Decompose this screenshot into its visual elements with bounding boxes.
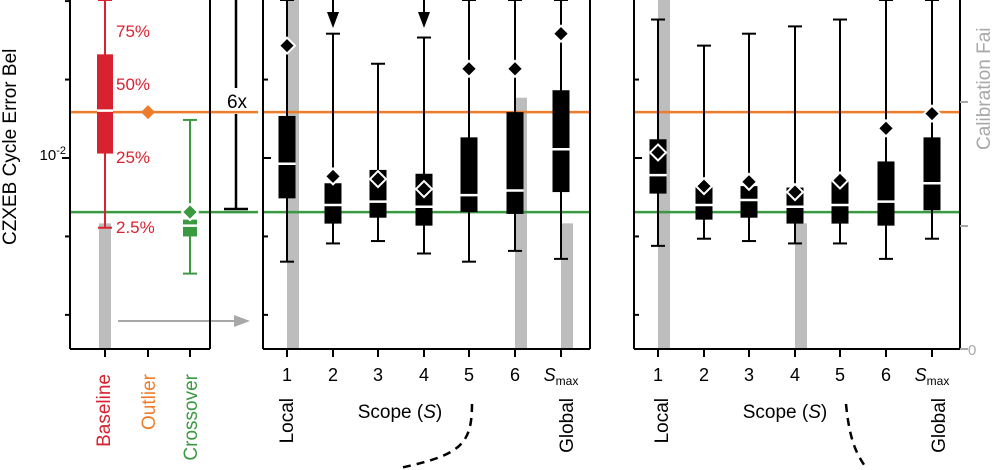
right-diamond-4 [785,182,805,202]
middle-scope-2-box [324,183,342,224]
category-label-baseline: Baseline [94,374,115,447]
reference-panel [62,0,258,357]
right-scope-3-box [740,186,758,218]
crossover-box [183,219,197,237]
middle-diamond-1 [277,36,297,56]
right-x-tick-label-3: 4 [790,365,800,385]
middle-x-tick-label-6: Smax [544,365,579,388]
middle-x-axis-symbol: S [423,402,436,423]
right-x-tick-label-4: 5 [835,365,845,385]
ratio-label: 6x [227,92,248,113]
middle-scope-6-box [506,112,524,214]
right-x-tick-label-6-subscript: max [927,374,950,388]
middle-diamond-7 [551,24,571,44]
percentile-label-75: 75% [116,22,150,41]
middle-x-tick-label-5: 6 [510,365,520,385]
right-diamond-3 [739,172,759,192]
right-x-axis-label: Scope (S) [743,402,828,423]
right-diamond-5 [830,171,850,190]
middle-down-arrow-head-0 [327,12,339,28]
baseline-gray-bar-0 [99,223,111,349]
middle-x-tick-label-6-symbol: S [544,365,556,385]
outlier-marker [141,105,155,120]
right-panel: 1 2 3 4 5 6 Smax [633,0,968,388]
category-label-crossover: Crossover [181,373,202,460]
right-gray-bar-1 [795,223,807,349]
middle-diamond-6 [505,59,525,79]
middle-scope-1-box [278,115,296,199]
middle-x-tick-label-2: 3 [373,365,383,385]
right-dashed-curve [844,403,868,469]
middle-global-label: Global [557,398,578,453]
right-diamond-2 [694,176,714,196]
right-scope-5-box [831,180,849,224]
middle-diamond-5 [459,59,479,79]
ratio-label-background [220,88,254,114]
middle-down-arrow-head-1 [418,12,430,28]
middle-diamond-3 [368,169,388,189]
right-diamond-6 [876,118,896,138]
y-tick-label: 10-2 [40,145,66,164]
right-diamond-1 [648,143,668,162]
right-local-label: Local [652,398,673,443]
middle-dashed-curve [399,403,474,470]
y-tick-exponent: -2 [56,145,66,157]
middle-scope-7-box [552,90,570,193]
percentile-label-2-5: 2.5% [116,218,155,237]
middle-x-tick-label-3: 4 [419,365,429,385]
right-x-tick-label-0: 1 [653,365,663,385]
category-label-outlier: Outlier [139,373,160,430]
middle-diamond-4 [414,179,434,199]
middle-gray-bar-2 [561,223,573,349]
baseline-box [97,54,113,154]
right-x-tick-label-2: 3 [744,365,754,385]
middle-panel: 1 2 3 4 5 6 Smax [262,0,591,388]
right-x-tick-label-6: Smax [915,365,950,388]
middle-x-tick-label-4: 5 [464,365,474,385]
connector-arrow-head [234,315,250,327]
percentile-label-25: 25% [116,148,150,167]
right-scope-6-box [877,161,895,226]
middle-diamond-2 [323,166,343,186]
y-axis-label: CZXEB Cycle Error Bel [0,49,21,245]
middle-x-tick-label-6-subscript: max [556,374,579,388]
middle-x-tick-label-0: 1 [282,365,292,385]
right-x-tick-label-1: 2 [699,365,709,385]
right-scope-7-box [923,137,941,211]
right-x-tick-label-6-symbol: S [915,365,927,385]
y2-tick-label: 0 [968,342,976,359]
right-x-axis-symbol: S [808,402,821,423]
middle-local-label: Local [277,398,298,443]
y2-axis-label: Calibration Fai [974,28,995,151]
middle-scope-5-box [460,137,478,213]
right-scope-2-box [695,186,713,220]
right-global-label: Global [929,398,950,453]
middle-x-tick-label-1: 2 [328,365,338,385]
middle-x-axis-label: Scope (S) [358,402,443,423]
right-diamond-7 [922,104,942,124]
percentile-label-50: 50% [116,75,150,94]
crossover-diamond [180,202,200,222]
right-x-tick-label-5: 6 [881,365,891,385]
